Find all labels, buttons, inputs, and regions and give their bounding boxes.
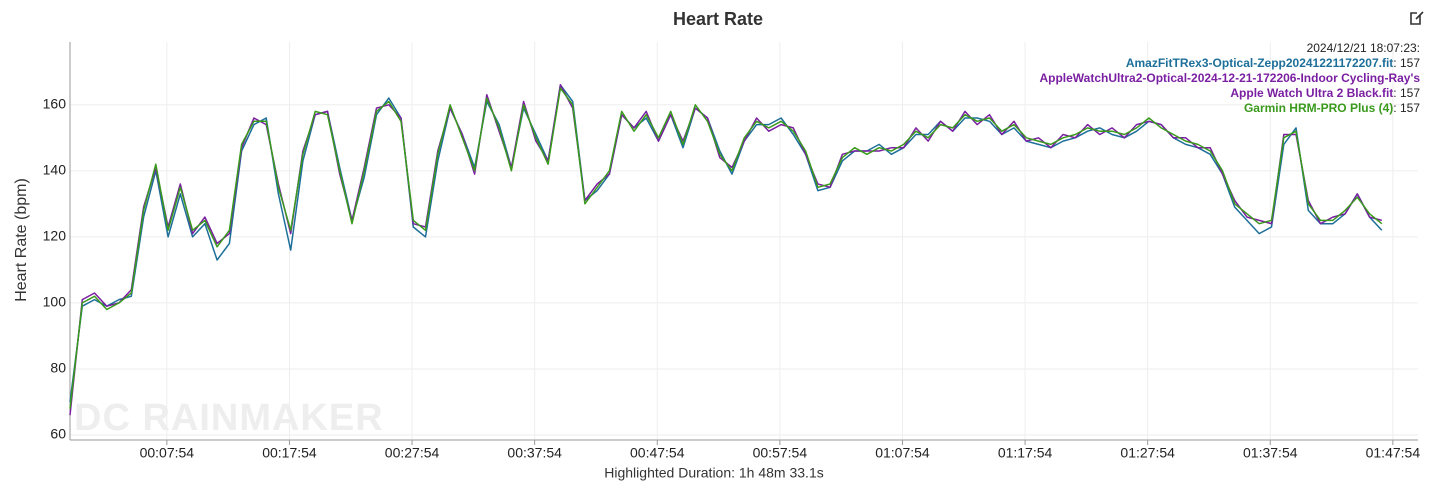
- x-tick-label: 00:37:54: [507, 445, 562, 461]
- x-tick-label: 00:47:54: [630, 445, 685, 461]
- chart-title: Heart Rate: [673, 9, 763, 29]
- legend-items: AmazFitTRex3-Optical-Zepp20241221172207.…: [1010, 56, 1420, 116]
- y-tick-label: 140: [43, 162, 67, 178]
- legend-entry: AmazFitTRex3-Optical-Zepp20241221172207.…: [1010, 56, 1420, 71]
- legend-label: AmazFitTRex3-Optical-Zepp20241221172207.…: [1125, 56, 1394, 70]
- x-tick-label: 01:37:54: [1243, 445, 1298, 461]
- series-line: [69, 87, 1383, 409]
- legend-entry: Garmin HRM-PRO Plus (4)157: [1010, 101, 1420, 116]
- x-tick-label: 00:27:54: [385, 445, 440, 461]
- plot-area: 60 80 100 120 140 160 00:07:54 00:17:54 00:27:54…: [43, 42, 1421, 461]
- legend-label: AppleWatchUltra2-Optical-2024-12-21-1722…: [1039, 71, 1420, 100]
- x-axis-title: Highlighted Duration: 1h 48m 33.1s: [604, 465, 823, 481]
- y-tick-label: 160: [43, 95, 67, 111]
- legend: 2024/12/21 18:07:23: AmazFitTRex3-Optica…: [1010, 41, 1420, 116]
- x-tick-label: 01:27:54: [1120, 445, 1175, 461]
- x-tick-label: 01:17:54: [998, 445, 1053, 461]
- x-tick-label: 01:07:54: [875, 445, 930, 461]
- y-tick-label: 60: [50, 426, 66, 442]
- watermark: DC RAINMAKER: [74, 397, 384, 439]
- y-tick-label: 120: [43, 228, 67, 244]
- y-tick-label: 80: [50, 360, 66, 376]
- x-tick-label: 01:47:54: [1366, 445, 1421, 461]
- series-line: [69, 84, 1382, 416]
- y-axis-title: Heart Rate (bpm): [13, 178, 30, 302]
- series-line: [69, 84, 1383, 403]
- x-tick-label: 00:17:54: [262, 445, 317, 461]
- y-tick-label: 100: [43, 294, 67, 310]
- legend-value: 157: [1393, 56, 1420, 70]
- legend-value: 157: [1393, 86, 1420, 100]
- x-tick-label: 00:57:54: [753, 445, 808, 461]
- legend-timestamp: 2024/12/21 18:07:23:: [1306, 41, 1420, 55]
- x-tick-label: 00:07:54: [140, 445, 195, 461]
- legend-value: 157: [1393, 101, 1420, 115]
- edit-icon[interactable]: [1410, 11, 1424, 25]
- legend-entry: AppleWatchUltra2-Optical-2024-12-21-1722…: [1010, 71, 1420, 101]
- legend-label: Garmin HRM-PRO Plus (4): [1243, 101, 1394, 115]
